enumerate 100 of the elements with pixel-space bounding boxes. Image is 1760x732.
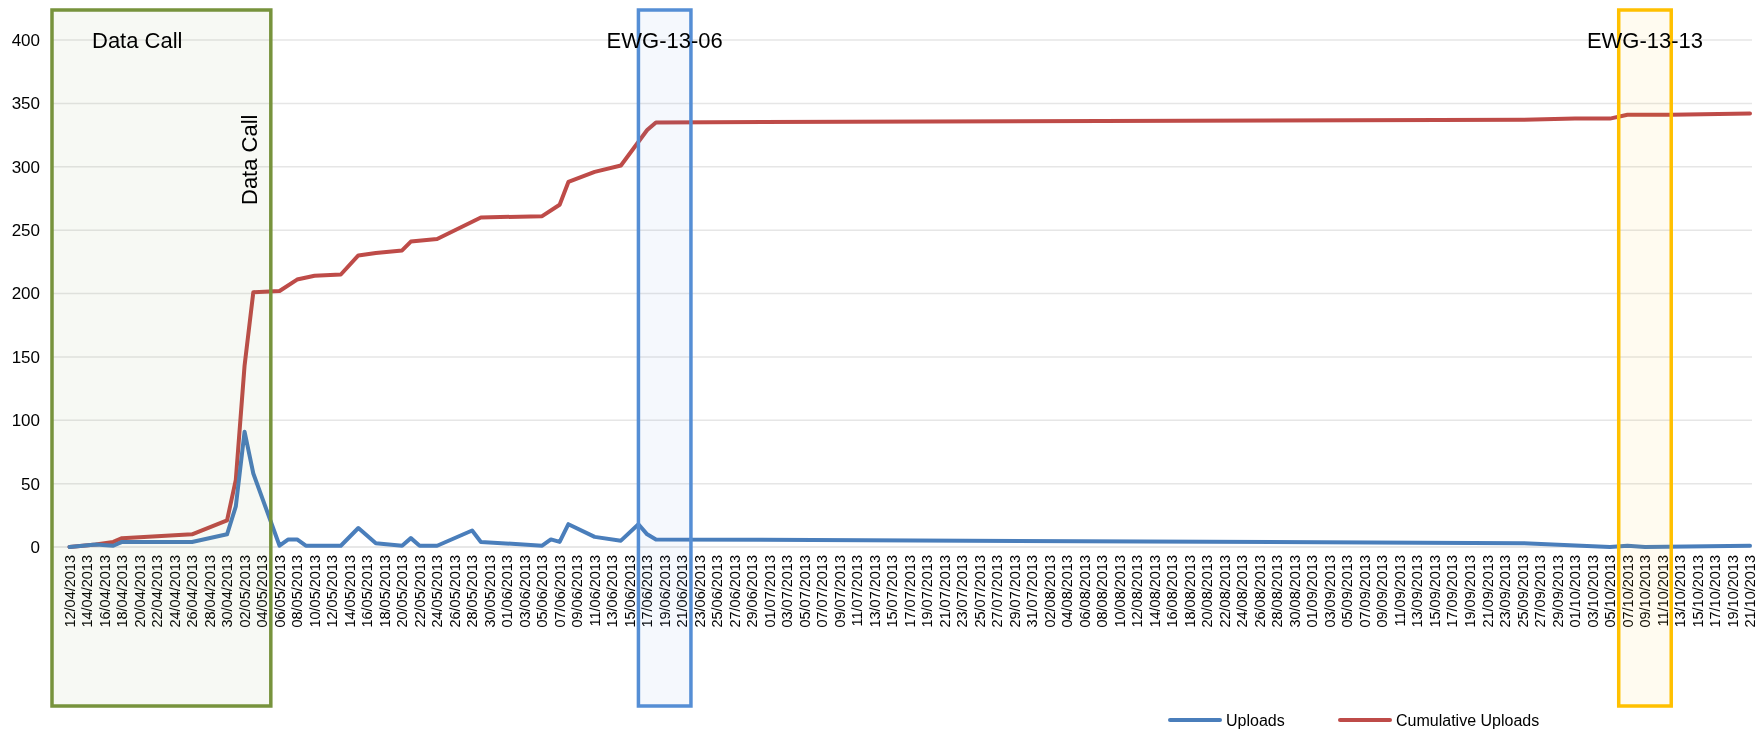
- x-tick-label: 22/04/2013: [149, 555, 166, 628]
- x-tick-label: 19/06/2013: [656, 555, 673, 628]
- x-tick-label: 14/04/2013: [79, 555, 96, 628]
- y-tick-label: 150: [11, 347, 40, 367]
- x-tick-label: 21/09/2013: [1479, 555, 1496, 628]
- x-tick-label: 22/05/2013: [411, 555, 428, 628]
- x-tick-label: 30/08/2013: [1286, 555, 1303, 628]
- band-label: Data Call: [92, 28, 183, 53]
- x-tick-label: 08/08/2013: [1094, 555, 1111, 628]
- x-tick-label: 11/10/2013: [1654, 555, 1671, 627]
- x-tick-label: 12/04/2013: [61, 555, 78, 628]
- x-tick-label: 15/10/2013: [1689, 555, 1706, 628]
- x-tick-label: 05/07/2013: [796, 555, 813, 628]
- x-tick-label: 09/07/2013: [831, 555, 848, 628]
- x-tick-label: 26/08/2013: [1251, 555, 1268, 628]
- annotation: Data Call: [236, 114, 262, 205]
- x-tick-label: 09/10/2013: [1637, 555, 1654, 628]
- x-tick-label: 31/07/2013: [1024, 555, 1041, 628]
- x-tick-label: 07/06/2013: [551, 555, 568, 628]
- x-tick-label: 10/05/2013: [306, 555, 323, 628]
- x-tick-label: 29/07/2013: [1006, 555, 1023, 628]
- y-tick-label: 50: [21, 474, 40, 494]
- x-tick-label: 19/10/2013: [1724, 555, 1741, 628]
- x-tick-label: 21/10/2013: [1742, 555, 1759, 628]
- x-tick-label: 11/07/2013: [849, 555, 866, 627]
- x-tick-label: 17/10/2013: [1707, 555, 1724, 628]
- x-tick-label: 21/07/2013: [936, 555, 953, 628]
- x-tick-label: 05/10/2013: [1602, 555, 1619, 628]
- x-tick-label: 03/06/2013: [516, 555, 533, 628]
- x-tick-label: 27/07/2013: [989, 555, 1006, 628]
- y-tick-label: 200: [11, 284, 40, 304]
- x-tick-label: 14/08/2013: [1146, 555, 1163, 628]
- line-series: [67, 429, 1752, 549]
- x-tick-label: 12/08/2013: [1129, 555, 1146, 628]
- x-tick-label: 01/10/2013: [1567, 555, 1584, 628]
- x-tick-label: 04/08/2013: [1059, 555, 1076, 628]
- x-tick-label: 01/09/2013: [1304, 555, 1321, 628]
- y-tick-label: 100: [11, 411, 40, 431]
- x-tick-label: 05/06/2013: [534, 555, 551, 628]
- x-tick-label: 15/09/2013: [1426, 555, 1443, 628]
- x-tick-label: 03/07/2013: [779, 555, 796, 628]
- x-tick-label: 30/04/2013: [219, 555, 236, 628]
- y-tick-label: 0: [30, 537, 40, 557]
- x-tick-label: 27/09/2013: [1532, 555, 1549, 628]
- x-tick-label: 06/05/2013: [271, 555, 288, 628]
- x-tick-label: 07/07/2013: [814, 555, 831, 628]
- x-tick-label: 24/08/2013: [1234, 555, 1251, 628]
- legend-label: Cumulative Uploads: [1396, 711, 1540, 729]
- x-tick-label: 15/06/2013: [621, 555, 638, 628]
- y-tick-label: 250: [11, 221, 40, 241]
- x-tick-label: 17/06/2013: [639, 555, 656, 628]
- x-tick-label: 24/05/2013: [429, 555, 446, 628]
- x-tick-label: 02/08/2013: [1041, 555, 1058, 628]
- x-tick-label: 21/06/2013: [674, 555, 691, 628]
- x-tick-label: 16/05/2013: [359, 555, 376, 628]
- legend-label: Uploads: [1226, 711, 1285, 729]
- x-tick-label: 27/06/2013: [726, 555, 743, 628]
- x-tick-label: 28/05/2013: [464, 555, 481, 628]
- x-tick-label: 02/05/2013: [236, 555, 253, 628]
- x-tick-label: 29/06/2013: [744, 555, 761, 628]
- x-tick-label: 15/07/2013: [884, 555, 901, 628]
- x-tick-label: 17/09/2013: [1444, 555, 1461, 628]
- x-tick-label: 08/05/2013: [289, 555, 306, 628]
- x-tick-label: 26/04/2013: [184, 555, 201, 628]
- x-tick-label: 09/06/2013: [569, 555, 586, 628]
- y-tick-label: 400: [11, 30, 40, 50]
- x-tick-label: 13/10/2013: [1672, 555, 1689, 628]
- x-tick-label: 01/06/2013: [499, 555, 516, 628]
- x-tick-label: 05/09/2013: [1339, 555, 1356, 628]
- x-tick-label: 01/07/2013: [761, 555, 778, 628]
- x-tick-label: 03/09/2013: [1321, 555, 1338, 628]
- x-tick-label: 18/04/2013: [114, 555, 131, 628]
- x-tick-label: 23/06/2013: [691, 555, 708, 628]
- x-tick-label: 26/05/2013: [446, 555, 463, 628]
- x-tick-label: 22/08/2013: [1216, 555, 1233, 628]
- x-tick-label: 13/09/2013: [1409, 555, 1426, 628]
- x-tick-label: 07/10/2013: [1619, 555, 1636, 628]
- x-tick-label: 16/08/2013: [1164, 555, 1181, 628]
- x-tick-label: 23/07/2013: [954, 555, 971, 628]
- x-tick-label: 04/05/2013: [254, 555, 271, 628]
- x-tick-label: 09/09/2013: [1374, 555, 1391, 628]
- x-tick-label: 25/06/2013: [709, 555, 726, 628]
- x-tick-label: 11/09/2013: [1391, 555, 1408, 627]
- x-tick-label: 23/09/2013: [1497, 555, 1513, 628]
- x-tick-label: 18/05/2013: [376, 555, 393, 628]
- x-tick-label: 17/07/2013: [901, 555, 918, 628]
- y-tick-label: 300: [11, 157, 40, 177]
- x-tick-label: 13/07/2013: [866, 555, 883, 628]
- x-tick-label: 16/04/2013: [96, 555, 113, 628]
- x-tick-label: 20/08/2013: [1199, 555, 1216, 628]
- x-tick-label: 20/05/2013: [394, 555, 411, 628]
- x-tick-label: 06/08/2013: [1076, 555, 1093, 628]
- x-tick-label: 28/04/2013: [201, 555, 218, 628]
- x-tick-label: 29/09/2013: [1549, 555, 1566, 628]
- x-tick-label: 30/05/2013: [481, 555, 498, 628]
- x-tick-label: 25/09/2013: [1514, 555, 1531, 628]
- x-tick-label: 18/08/2013: [1181, 555, 1198, 628]
- x-tick-label: 24/04/2013: [166, 555, 183, 628]
- x-tick-label: 28/08/2013: [1269, 555, 1286, 628]
- x-tick-label: 13/06/2013: [604, 555, 621, 628]
